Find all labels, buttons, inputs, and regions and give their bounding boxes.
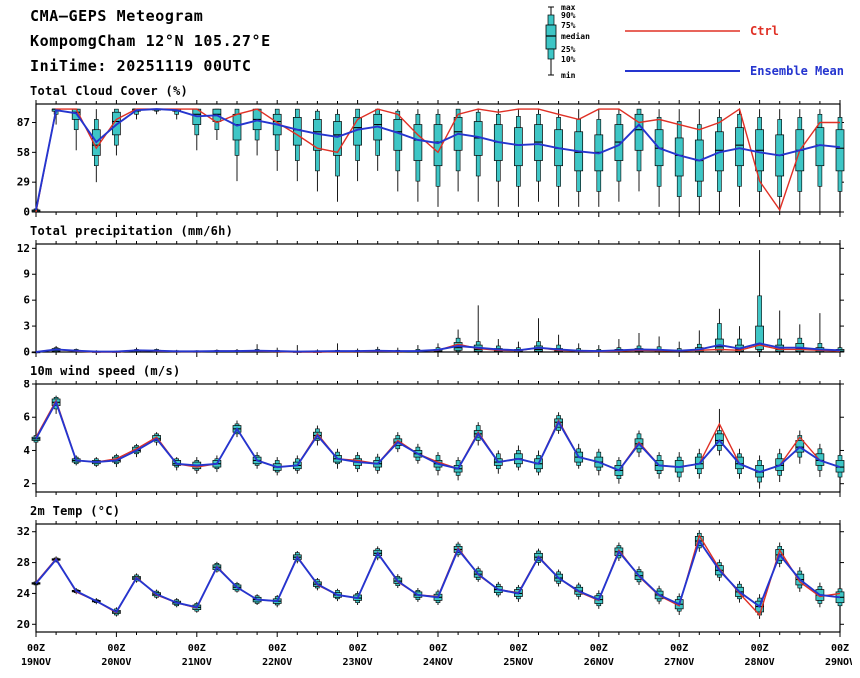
svg-text:26NOV: 26NOV (584, 657, 614, 668)
svg-text:23NOV: 23NOV (343, 657, 373, 668)
svg-text:6: 6 (23, 294, 30, 307)
svg-text:21NOV: 21NOV (182, 657, 212, 668)
svg-text:19NOV: 19NOV (21, 657, 51, 668)
svg-text:00Z: 00Z (107, 643, 125, 654)
svg-text:0: 0 (23, 346, 30, 359)
topbar: CMA—GEPS Meteogram KompomgCham 12°N 105.… (0, 0, 860, 84)
wind-speed-title: 10m wind speed (m/s) (30, 364, 181, 378)
svg-text:00Z: 00Z (751, 643, 769, 654)
svg-text:20NOV: 20NOV (101, 657, 131, 668)
svg-text:87: 87 (17, 116, 30, 129)
svg-text:0: 0 (23, 206, 30, 219)
svg-text:00Z: 00Z (188, 643, 206, 654)
svg-text:90%: 90% (561, 11, 576, 20)
svg-text:6: 6 (23, 411, 30, 424)
svg-text:25%: 25% (561, 45, 576, 54)
svg-text:24: 24 (17, 587, 31, 600)
station-info: KompomgCham 12°N 105.27°E (30, 32, 271, 50)
temperature-chart: 20 24 28 32 (17, 520, 845, 637)
panel-temperature: 2m Temp (°C) 20 24 28 32 (0, 504, 860, 638)
panel-precipitation: Total precipitation (mm/6h) 0 3 6 9 12 (0, 224, 860, 358)
precipitation-chart: 0 3 6 9 12 (17, 240, 845, 359)
svg-text:32: 32 (17, 525, 30, 538)
cloud-cover-chart: 0 29 58 87 (17, 100, 845, 219)
svg-text:8: 8 (23, 380, 30, 391)
svg-text:00Z: 00Z (27, 643, 45, 654)
svg-text:Ensemble Mean: Ensemble Mean (750, 64, 844, 78)
precipitation-title: Total precipitation (mm/6h) (30, 224, 234, 238)
svg-text:00Z: 00Z (429, 643, 447, 654)
svg-text:25NOV: 25NOV (503, 657, 533, 668)
svg-text:00Z: 00Z (268, 643, 286, 654)
svg-text:00Z: 00Z (349, 643, 367, 654)
svg-text:9: 9 (23, 268, 30, 281)
svg-text:00Z: 00Z (670, 643, 688, 654)
wind-speed-chart: 2 4 6 8 (23, 380, 845, 497)
svg-text:Ctrl: Ctrl (750, 24, 779, 38)
svg-text:75%: 75% (561, 21, 576, 30)
svg-text:58: 58 (17, 146, 30, 159)
panel-cloud-cover: Total Cloud Cover (%) 0 29 58 87 (0, 84, 860, 218)
init-time: IniTime: 20251119 00UTC (30, 57, 252, 75)
svg-text:12: 12 (17, 242, 30, 255)
svg-text:20: 20 (17, 618, 30, 631)
svg-text:00Z: 00Z (590, 643, 608, 654)
svg-text:29NOV: 29NOV (825, 657, 852, 668)
svg-text:00Z: 00Z (509, 643, 527, 654)
svg-text:2: 2 (23, 477, 30, 490)
svg-text:median: median (561, 31, 590, 41)
svg-text:27NOV: 27NOV (664, 657, 694, 668)
x-axis-labels: 00Z 19NOV 00Z 20NOV 00Z 21NOV 00Z 22NOV 00Z 23NOV… (21, 643, 852, 668)
svg-text:29: 29 (17, 176, 30, 189)
temperature-title: 2m Temp (°C) (30, 504, 121, 518)
svg-text:4: 4 (23, 444, 30, 457)
svg-text:24NOV: 24NOV (423, 657, 453, 668)
header: CMA—GEPS Meteogram KompomgCham 12°N 105.… (30, 4, 271, 79)
svg-text:00Z: 00Z (831, 643, 849, 654)
svg-text:28: 28 (17, 556, 30, 569)
chart-title: CMA—GEPS Meteogram (30, 7, 204, 25)
svg-text:22NOV: 22NOV (262, 657, 292, 668)
svg-text:28NOV: 28NOV (745, 657, 775, 668)
panel-wind-speed: 10m wind speed (m/s) 2 4 6 8 (0, 364, 860, 498)
svg-text:min: min (561, 70, 576, 80)
svg-text:3: 3 (23, 320, 30, 333)
svg-text:10%: 10% (561, 55, 576, 64)
svg-text:max: max (561, 3, 576, 12)
cloud-cover-title: Total Cloud Cover (%) (30, 84, 189, 98)
